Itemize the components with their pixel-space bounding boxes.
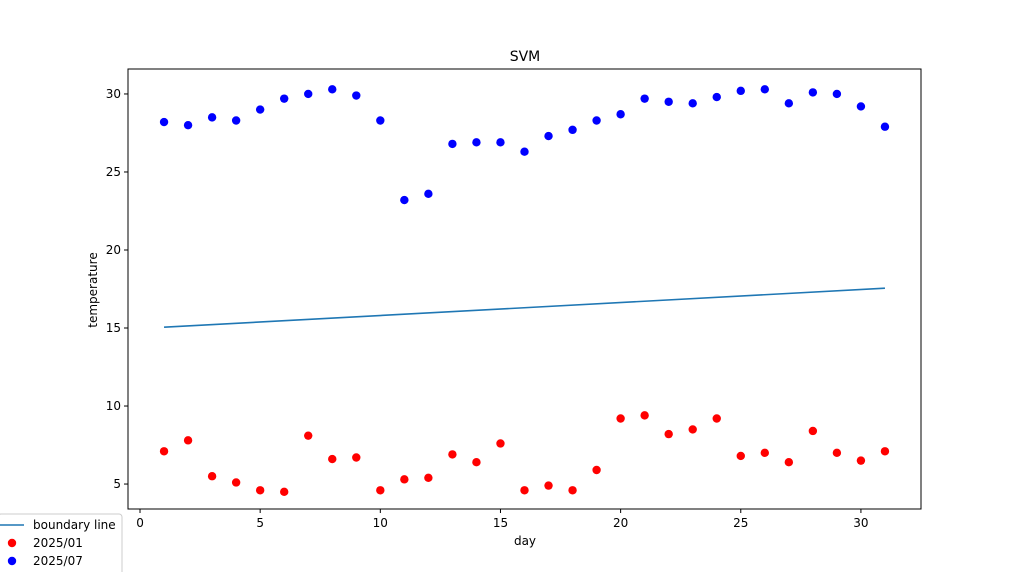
point-2025-07 bbox=[472, 138, 481, 147]
x-tick-label: 30 bbox=[853, 516, 868, 530]
point-2025-07 bbox=[159, 117, 169, 127]
point-2025-07 bbox=[568, 125, 577, 135]
point-2025-07 bbox=[400, 195, 409, 205]
point-2025-01 bbox=[784, 457, 794, 467]
point-2025-01 bbox=[376, 486, 385, 495]
point-2025-01 bbox=[183, 436, 193, 445]
legend-2025-07-label: 2025/07 bbox=[33, 554, 83, 568]
x-tick-label: 0 bbox=[136, 516, 144, 530]
point-2025-07 bbox=[255, 105, 265, 114]
point-2025-07 bbox=[448, 139, 457, 149]
y-tick-label: 5 bbox=[113, 477, 121, 491]
x-axis-label: day bbox=[514, 534, 536, 548]
point-2025-07 bbox=[279, 94, 289, 103]
point-2025-01 bbox=[496, 439, 505, 448]
point-2025-01 bbox=[760, 448, 770, 458]
point-2025-01 bbox=[832, 448, 842, 458]
x-tick-label: 10 bbox=[373, 516, 388, 530]
point-2025-01 bbox=[640, 411, 649, 420]
point-2025-07 bbox=[712, 92, 721, 102]
y-tick-label: 15 bbox=[106, 321, 121, 335]
y-tick-label: 20 bbox=[106, 243, 121, 257]
point-2025-07 bbox=[640, 94, 649, 103]
point-2025-07 bbox=[832, 89, 842, 99]
x-tick-label: 15 bbox=[493, 516, 508, 530]
legend-2025-01-label: 2025/01 bbox=[33, 536, 83, 550]
point-2025-07 bbox=[376, 116, 385, 125]
point-2025-01 bbox=[424, 473, 433, 482]
point-2025-07 bbox=[304, 89, 313, 99]
point-2025-01 bbox=[616, 414, 625, 423]
point-2025-01 bbox=[448, 450, 457, 459]
x-tick-label: 20 bbox=[613, 516, 628, 530]
point-2025-01 bbox=[592, 465, 601, 475]
point-2025-01 bbox=[400, 475, 409, 484]
y-tick-label: 25 bbox=[106, 165, 121, 179]
point-2025-01 bbox=[520, 486, 529, 495]
point-2025-01 bbox=[352, 453, 361, 462]
point-2025-07 bbox=[496, 138, 505, 147]
legend-box bbox=[0, 513, 123, 572]
point-2025-07 bbox=[544, 131, 553, 141]
point-2025-07 bbox=[352, 91, 361, 100]
point-2025-01 bbox=[544, 481, 553, 490]
y-axis-label: temperature bbox=[86, 252, 100, 327]
point-2025-07 bbox=[520, 147, 529, 156]
point-2025-01 bbox=[255, 486, 265, 495]
point-2025-01 bbox=[231, 478, 241, 487]
point-2025-07 bbox=[736, 86, 745, 96]
point-2025-07 bbox=[183, 120, 193, 130]
point-2025-01 bbox=[712, 414, 721, 423]
point-2025-07 bbox=[592, 116, 601, 125]
plot-area: 0 5 10 15 20 25 30 5 10 15 20 25 30 bbox=[106, 68, 922, 530]
x-tick-label: 5 bbox=[256, 516, 264, 530]
point-2025-01 bbox=[856, 456, 866, 465]
axes-frame bbox=[127, 68, 922, 510]
point-2025-07 bbox=[424, 189, 433, 199]
y-tick-label: 30 bbox=[106, 87, 121, 101]
y-tick-label: 10 bbox=[106, 399, 121, 413]
point-2025-01 bbox=[880, 447, 890, 456]
point-2025-01 bbox=[159, 447, 169, 456]
point-2025-07 bbox=[328, 85, 337, 94]
boundary-line bbox=[164, 287, 885, 329]
point-2025-01 bbox=[328, 454, 337, 464]
x-tick-label: 25 bbox=[733, 516, 748, 530]
legend: boundary line 2025/01 2025/07 bbox=[0, 513, 123, 572]
legend-boundary-line-label: boundary line bbox=[33, 518, 116, 532]
point-2025-01 bbox=[279, 487, 289, 497]
point-2025-01 bbox=[808, 426, 818, 436]
point-2025-01 bbox=[472, 457, 481, 467]
chart-title: SVM bbox=[510, 49, 541, 65]
point-2025-07 bbox=[784, 99, 794, 108]
legend-2025-01-marker bbox=[7, 538, 17, 548]
legend-2025-07-marker bbox=[7, 556, 17, 566]
point-2025-07 bbox=[664, 97, 673, 106]
point-2025-01 bbox=[304, 431, 313, 440]
point-2025-01 bbox=[664, 429, 673, 439]
point-2025-01 bbox=[688, 425, 697, 434]
point-2025-07 bbox=[808, 88, 818, 97]
point-2025-07 bbox=[880, 122, 890, 131]
point-2025-07 bbox=[231, 116, 241, 125]
point-2025-01 bbox=[207, 472, 217, 481]
point-2025-07 bbox=[207, 113, 217, 122]
point-2025-01 bbox=[568, 486, 577, 495]
point-2025-07 bbox=[856, 102, 866, 111]
point-2025-07 bbox=[688, 99, 697, 108]
point-2025-07 bbox=[760, 85, 770, 94]
point-2025-07 bbox=[616, 110, 625, 119]
point-2025-01 bbox=[736, 451, 745, 461]
